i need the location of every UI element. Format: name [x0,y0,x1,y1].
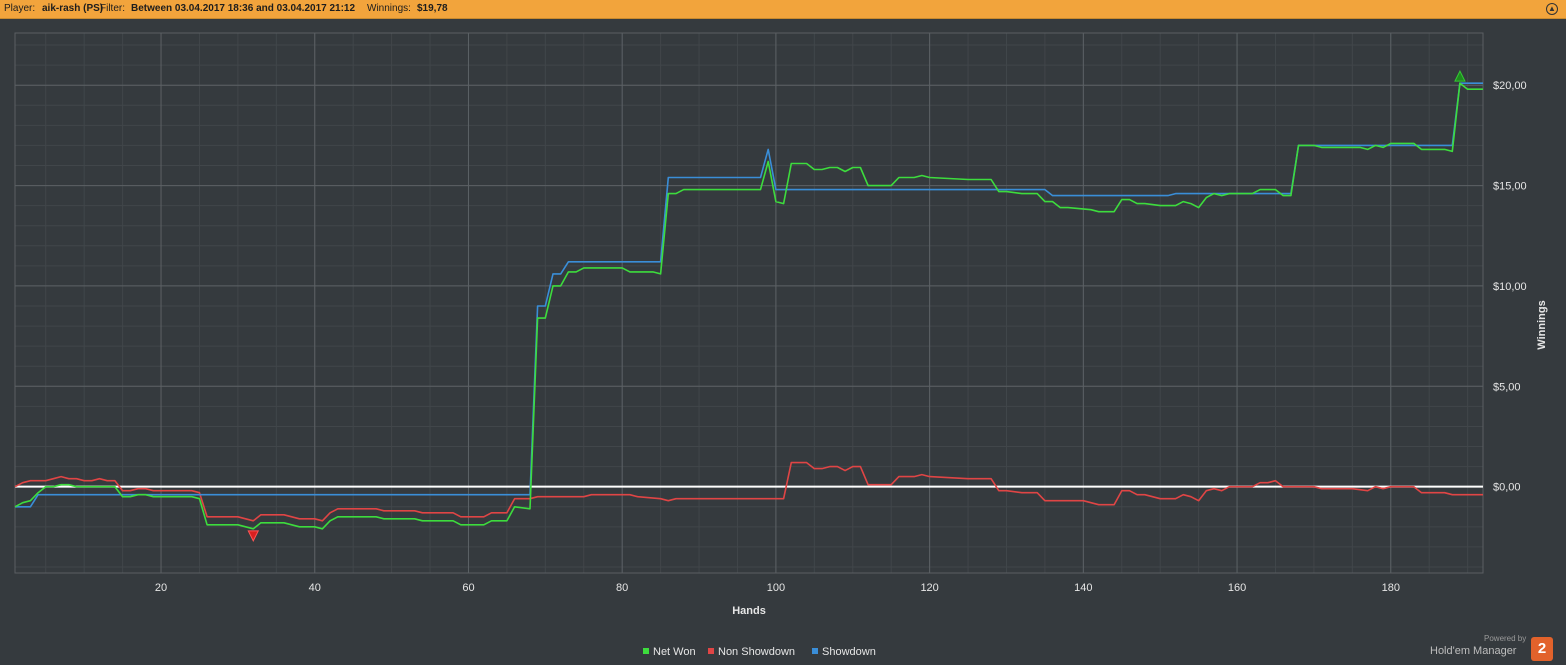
player-label: Player: [4,3,36,14]
hem-logo-badge: 2 [1531,637,1553,661]
legend-label-net-won: Net Won [653,646,696,658]
max-marker [1454,70,1466,82]
grid-lines [15,33,1483,573]
y-tick-label: $10,00 [1493,281,1527,293]
legend-item-net-won[interactable]: Net Won [643,646,696,658]
showdown-swatch [812,648,818,654]
series-line-showdown [15,82,1483,508]
series-lines [14,82,1483,530]
legend-label-non-showdown: Non Showdown [718,646,796,658]
x-axis-ticks: 20 40 60 80 100 120 140 160 180 [155,582,1400,594]
x-tick-label: 40 [309,582,321,594]
x-tick-label: 140 [1074,582,1092,594]
winnings-chart: 20 40 60 80 100 120 140 160 180 $0,00 $5,00 $10,00… [14,32,1548,617]
winnings-label: Winnings: [367,3,411,14]
x-tick-label: 120 [920,582,938,594]
y-axis-ticks: $0,00 $5,00 $10,00 $15,00 $20,00 [1493,80,1527,493]
filter-bar: Player: aik-rash (PS) Filter: Between 03… [0,0,1566,19]
chevron-up-icon[interactable]: ▲ [1546,3,1558,15]
series-line-non-showdown [14,461,1483,522]
x-tick-label: 20 [155,582,167,594]
x-tick-label: 60 [462,582,474,594]
legend-item-showdown[interactable]: Showdown [812,646,876,658]
filter-label: Filter: [100,3,125,14]
y-tick-label: $15,00 [1493,181,1527,193]
x-axis-label: Hands [732,605,766,617]
extreme-markers [247,70,1466,542]
y-tick-label: $20,00 [1493,80,1527,92]
product-name: Hold'em Manager [1430,645,1517,657]
legend-item-non-showdown[interactable]: Non Showdown [708,646,795,658]
plot-area [14,32,1484,574]
net-won-swatch [643,648,649,654]
y-tick-label: $5,00 [1493,381,1521,393]
x-tick-label: 80 [616,582,628,594]
min-marker [247,530,260,542]
y-tick-label: $0,00 [1493,482,1521,494]
filter-value: Between 03.04.2017 18:36 and 03.04.2017 … [131,3,356,14]
powered-by-text: Powered by [1484,634,1527,643]
winnings-value: $19,78 [417,3,448,14]
non-showdown-swatch [708,648,714,654]
y-axis-label: Winnings [1536,300,1548,349]
legend-label-showdown: Showdown [822,646,876,658]
player-name: aik-rash (PS) [42,3,104,14]
x-tick-label: 160 [1228,582,1246,594]
x-tick-label: 100 [767,582,785,594]
series-line-net-won [14,82,1483,530]
x-tick-label: 180 [1382,582,1400,594]
